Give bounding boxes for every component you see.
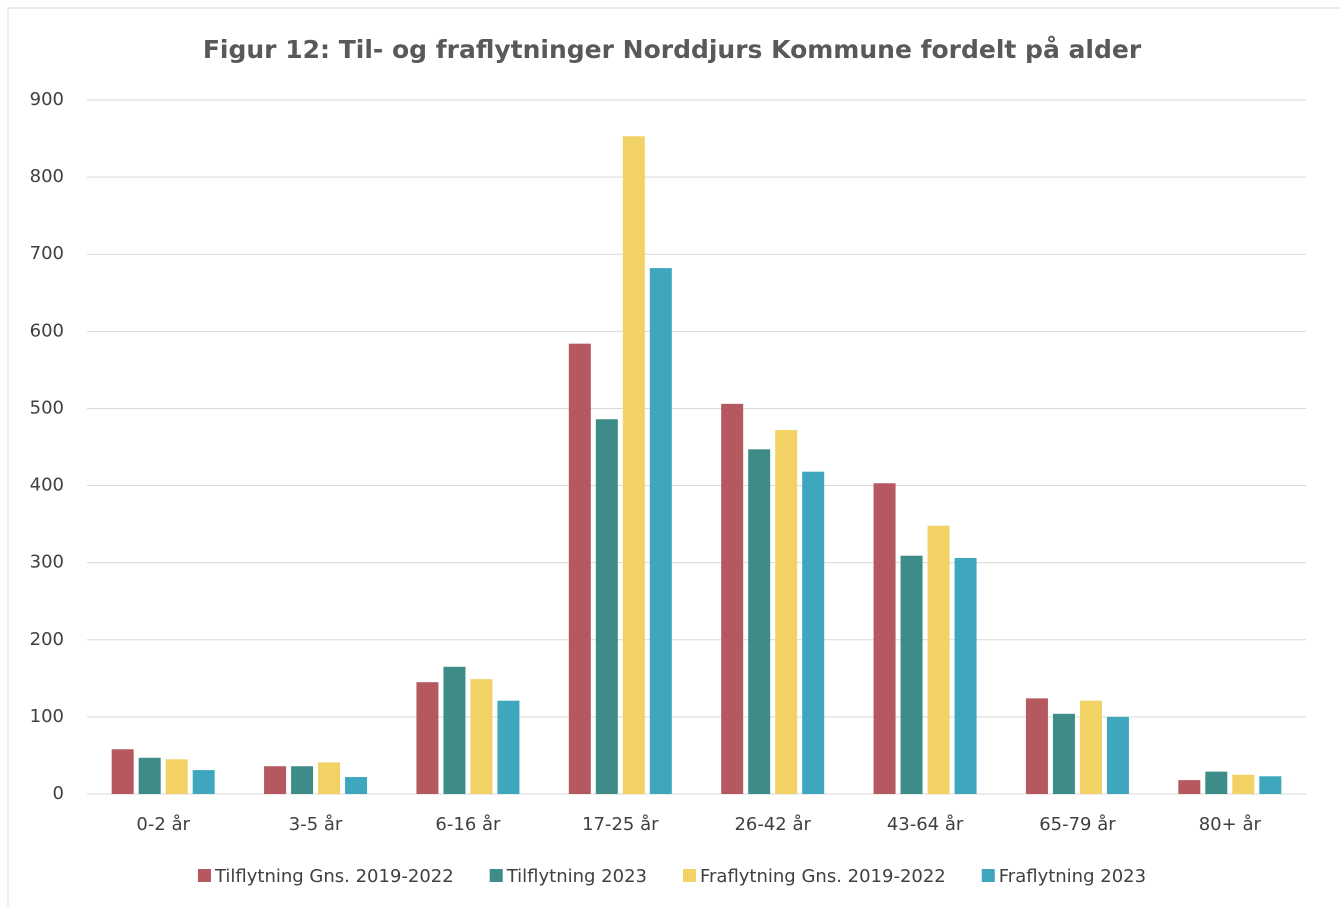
- legend-swatch: [489, 869, 503, 882]
- bar: [900, 555, 923, 794]
- legend-label: Tilflytning 2023: [506, 866, 647, 887]
- x-tick-label: 26-42 år: [734, 814, 811, 835]
- bar: [111, 749, 134, 794]
- bar: [192, 770, 215, 794]
- bar: [721, 403, 744, 794]
- x-tick-label: 6-16 år: [435, 814, 501, 835]
- y-tick-label: 100: [30, 706, 64, 727]
- x-tick-label: 43-64 år: [887, 814, 964, 835]
- bar: [748, 449, 771, 794]
- bar: [873, 483, 896, 794]
- legend-label: Fraflytning 2023: [999, 866, 1146, 887]
- bar: [318, 762, 341, 794]
- x-tick-label: 3-5 år: [289, 814, 343, 835]
- legend-swatch: [682, 869, 696, 882]
- bar: [595, 419, 618, 794]
- bar: [1232, 774, 1255, 794]
- bar: [1025, 698, 1048, 794]
- y-tick-label: 0: [53, 783, 64, 804]
- x-tick-label: 17-25 år: [582, 814, 659, 835]
- bar: [470, 679, 493, 794]
- bar: [1106, 716, 1129, 794]
- y-tick-label: 800: [30, 166, 64, 187]
- x-tick-label: 65-79 år: [1039, 814, 1116, 835]
- legend-swatch: [197, 869, 211, 882]
- bar: [443, 666, 466, 794]
- bar: [1259, 776, 1282, 794]
- bar: [1205, 771, 1228, 794]
- bar: [291, 766, 314, 794]
- bar: [927, 525, 950, 794]
- bar: [649, 268, 672, 794]
- y-tick-label: 200: [30, 629, 64, 650]
- bar: [802, 471, 825, 794]
- bar: [1052, 713, 1075, 794]
- y-tick-label: 300: [30, 552, 64, 573]
- bar: [165, 759, 188, 794]
- y-tick-label: 500: [30, 397, 64, 418]
- bar: [1079, 700, 1102, 794]
- legend-label: Tilflytning Gns. 2019-2022: [214, 866, 454, 887]
- x-tick-label: 80+ år: [1199, 814, 1262, 835]
- bar: [497, 700, 520, 794]
- chart-title: Figur 12: Til- og fraflytninger Norddjur…: [203, 35, 1142, 64]
- y-tick-label: 400: [30, 475, 64, 496]
- legend-swatch: [981, 869, 995, 882]
- bar: [1178, 780, 1201, 794]
- bar: [138, 757, 161, 794]
- bar: [622, 136, 645, 795]
- y-tick-label: 700: [30, 243, 64, 264]
- y-tick-label: 900: [30, 89, 64, 110]
- bar: [954, 558, 977, 794]
- bar: [568, 343, 591, 794]
- y-tick-label: 600: [30, 320, 64, 341]
- bar: [416, 682, 439, 794]
- bar: [264, 766, 287, 794]
- legend-label: Fraflytning Gns. 2019-2022: [700, 866, 946, 887]
- bar: [345, 777, 368, 794]
- bar: [775, 430, 798, 794]
- x-tick-label: 0-2 år: [136, 814, 190, 835]
